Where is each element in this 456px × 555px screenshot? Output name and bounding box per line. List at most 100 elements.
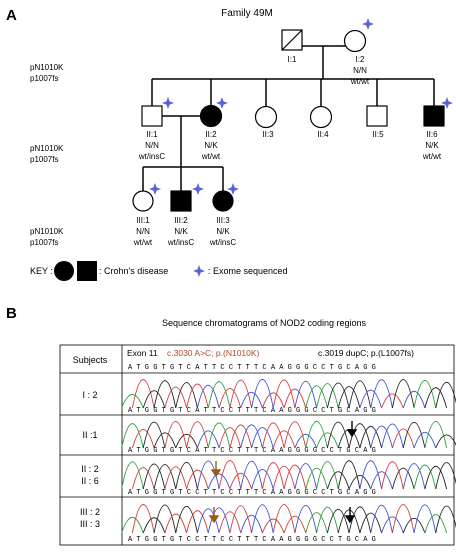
chromatogram-peak [283,515,307,534]
chromatogram-peak [153,504,177,534]
chromatogram-peak [218,511,242,534]
chromatogram-peak [316,432,339,449]
pedigree-lines [142,45,435,191]
chromatogram-peak [316,383,339,409]
genotype-l1007fs: wt/wt [201,152,221,161]
row-label-variant2: p1007fs [30,74,58,83]
chromatogram-peak [424,387,448,409]
chromatogram-peak [142,390,166,409]
exome-star-icon [441,97,453,109]
genotype-n1010k: N/N [145,141,159,150]
exome-star-icon [192,183,204,195]
affected-female-symbol [199,104,223,128]
unaffected-female-symbol [132,190,154,212]
genotype-n1010k: N/N [353,66,367,75]
exome-star-icon [216,97,228,109]
chromatogram-peak [359,512,383,534]
row-label-variant1: pN1010K [30,63,64,72]
genotype-l1007fs: wt/wt [350,77,370,86]
row-label-variant2: p1007fs [30,238,58,247]
unaffected-male-symbol [141,105,163,127]
key-crohns-label: : Crohn's disease [99,266,168,276]
chromatogram-peak [370,504,393,534]
individual-III1: III:1 N/N wt/wt [132,190,154,247]
key-affected-female-icon [54,261,74,281]
chromatogram-peak [413,431,437,449]
genotype-l1007fs: wt/wt [422,152,442,161]
row-sequence: A T G G T G T C A T T C C T T T C A A G … [128,407,376,415]
trace-row-4 [121,504,456,534]
chromatogram-peak [186,383,209,409]
chromatogram-peak [348,423,372,449]
chromatogram-peak [305,467,328,490]
affected-male-symbol [170,190,192,212]
key-exome-label: : Exome sequenced [208,266,288,276]
trace-row-3 [121,460,456,490]
panel-a-label: A [6,7,17,24]
row-label-variant2: p1007fs [30,155,58,164]
family-title: Family 49M [221,8,273,19]
key-label: KEY : [30,266,53,276]
chromatogram-peak [131,379,155,409]
chromatogram-peak [131,467,155,490]
chromatogram-peak [207,473,231,490]
chromatogram-peak [121,516,144,534]
chromatogram-peak [370,379,393,409]
genotype-n1010k: N/K [425,141,439,150]
row-sequence: A T G G T G T C A T T C C T T T C A A G … [128,447,376,455]
chromatogram-peak [348,380,372,409]
chromatogram-peak [391,467,415,490]
key-exome-star-icon [193,265,205,277]
chromatogram-peak [240,460,263,490]
row-subject: II : 6 [81,476,99,486]
row-subject: I : 2 [82,390,97,400]
chromatogram-peak [283,421,307,449]
chromatogram-peak [153,380,177,409]
chromatogram-peak [164,421,188,449]
chromatogram-peak [348,475,372,490]
chromatogram-peak [402,422,426,449]
chromatogram-peak [424,466,448,490]
chromatogram-peak [196,508,220,534]
chromatogram-peak [316,507,339,534]
chromatogram-peak [370,425,393,449]
row-label-variant1: pN1010K [30,144,64,153]
chromatogram-peak [153,464,177,490]
exome-star-icon [162,97,174,109]
chromatogram-peak [424,514,448,534]
chromatogram-peak [229,505,253,534]
chromatogram-peak [272,379,296,409]
chromatogram-peak [175,462,198,490]
individual-II4: II:4 [309,105,333,139]
chromatogram-peak [196,385,220,409]
chromatogram-peak [229,379,253,409]
chromatogram-peak [186,421,209,449]
row-sequence: A T G G T G T C C T T C C T T T C A A G … [128,536,376,544]
chromatogram-peak [402,390,426,409]
row-label-variant1: pN1010K [30,227,64,236]
chromatogram-peak [326,382,350,409]
chromatogram-peak [294,381,318,409]
chromatogram-peak [435,462,456,490]
chromatogram-peak [121,461,144,490]
chromatogram-peak [435,505,456,534]
chromatogram-peak [381,393,404,409]
chromatogram-peak [121,423,144,449]
chromatogram-peak [175,506,198,534]
chromatogram-peak [218,460,242,490]
individual-id: I:1 [288,55,297,64]
individual-id: II:1 [146,130,158,139]
chromatogram-peak [272,504,296,534]
chromatogram-peak [196,430,220,449]
row-subject: III : 2 [80,507,100,517]
chromatogram-peak [175,382,198,409]
chromatogram-peak [261,392,285,409]
individual-II1: II:1 N/N wt/insC [138,105,165,161]
chromatogram-peak [261,462,285,490]
individual-II2: II:2 N/K wt/wt [199,104,223,161]
chromatogram-peak [251,469,274,490]
header-subjects: Subjects [73,355,108,365]
individual-II6: II:6 N/K wt/wt [422,105,445,161]
chromatogram-peak [142,517,166,534]
individual-id: II:6 [426,130,438,139]
